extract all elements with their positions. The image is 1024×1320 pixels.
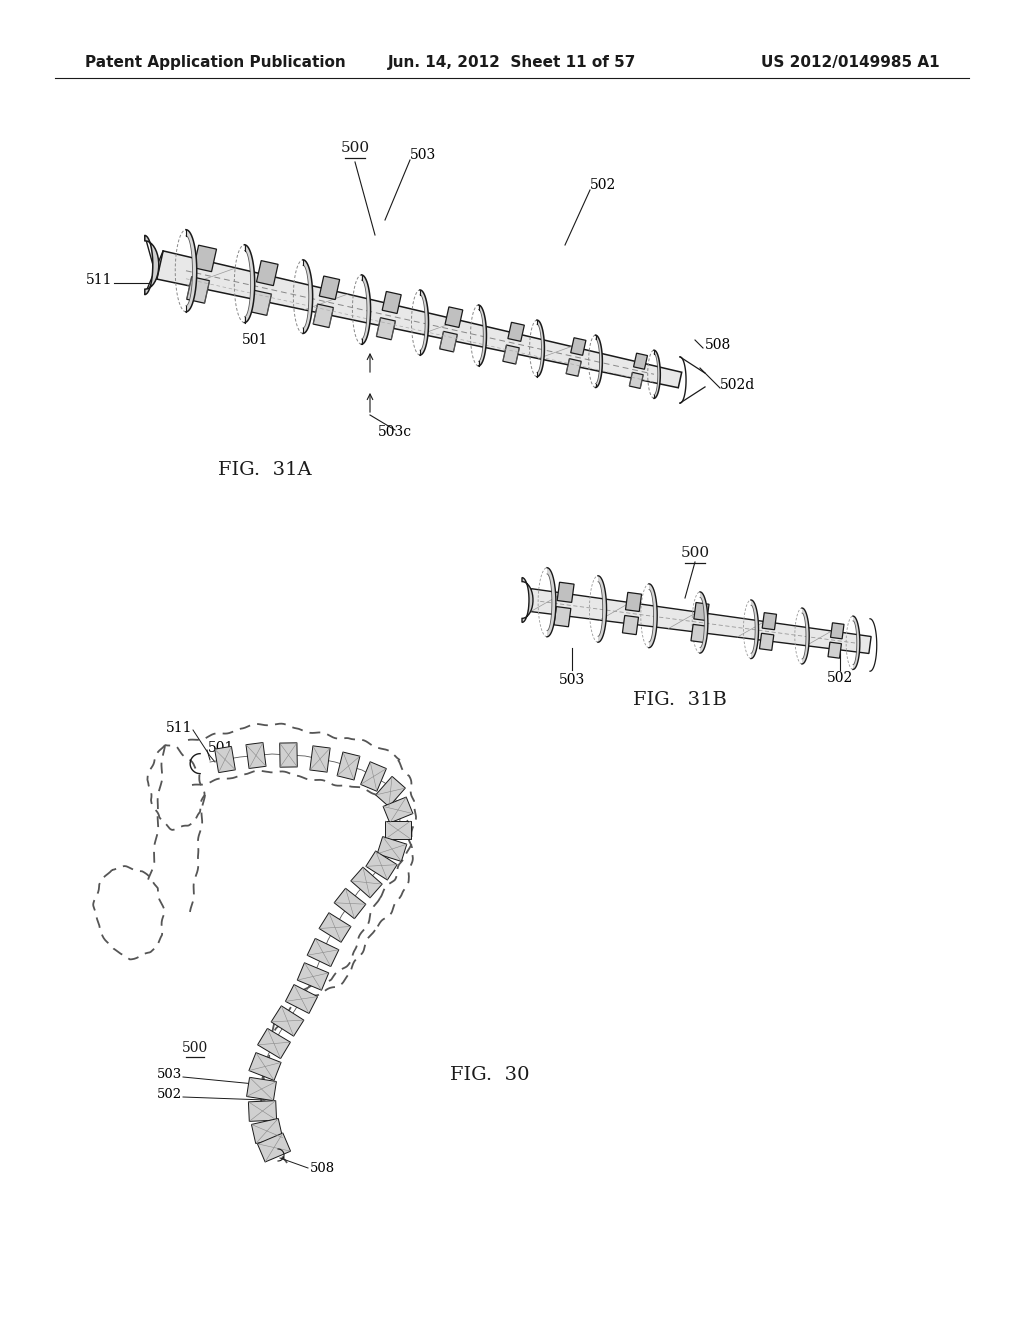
Text: 501: 501 — [208, 741, 234, 755]
Polygon shape — [377, 318, 395, 339]
Polygon shape — [598, 576, 606, 643]
Polygon shape — [626, 593, 642, 611]
Polygon shape — [376, 776, 406, 807]
Polygon shape — [252, 1118, 283, 1143]
Polygon shape — [194, 246, 216, 272]
Polygon shape — [802, 609, 809, 664]
Polygon shape — [649, 583, 657, 648]
Polygon shape — [337, 752, 359, 780]
Polygon shape — [762, 612, 776, 630]
Polygon shape — [310, 746, 330, 772]
Text: FIG.  31A: FIG. 31A — [218, 461, 312, 479]
Text: 502d: 502d — [720, 378, 756, 392]
Polygon shape — [319, 912, 351, 942]
Text: 503: 503 — [157, 1068, 182, 1081]
Polygon shape — [256, 260, 279, 285]
Text: 500: 500 — [680, 546, 710, 560]
Polygon shape — [830, 623, 844, 639]
Polygon shape — [257, 1133, 291, 1162]
Polygon shape — [522, 578, 532, 623]
Polygon shape — [361, 275, 371, 345]
Text: 503: 503 — [410, 148, 436, 162]
Polygon shape — [537, 319, 545, 376]
Polygon shape — [215, 746, 236, 772]
Text: 503: 503 — [559, 673, 585, 686]
Text: 501: 501 — [242, 333, 268, 347]
Polygon shape — [280, 743, 297, 767]
Polygon shape — [570, 338, 586, 355]
Text: 508: 508 — [705, 338, 731, 352]
Polygon shape — [351, 867, 382, 898]
Polygon shape — [439, 331, 458, 352]
Text: FIG.  31B: FIG. 31B — [633, 690, 727, 709]
Polygon shape — [557, 582, 574, 602]
Polygon shape — [247, 1077, 276, 1101]
Text: 500: 500 — [340, 141, 370, 154]
Polygon shape — [445, 306, 463, 327]
Polygon shape — [307, 939, 339, 966]
Text: 502: 502 — [590, 178, 616, 191]
Polygon shape — [694, 602, 709, 620]
Polygon shape — [566, 359, 582, 376]
Polygon shape — [249, 1101, 276, 1122]
Text: 502: 502 — [826, 671, 853, 685]
Polygon shape — [385, 821, 411, 840]
Polygon shape — [623, 615, 639, 635]
Polygon shape — [360, 762, 386, 791]
Polygon shape — [654, 350, 660, 399]
Polygon shape — [334, 888, 366, 919]
Polygon shape — [634, 354, 647, 370]
Polygon shape — [249, 1052, 281, 1080]
Polygon shape — [547, 568, 556, 636]
Text: 502: 502 — [157, 1089, 182, 1101]
Polygon shape — [528, 589, 871, 653]
Text: 511: 511 — [166, 721, 193, 735]
Polygon shape — [313, 304, 334, 327]
Polygon shape — [630, 372, 643, 388]
Polygon shape — [144, 235, 159, 294]
Polygon shape — [853, 616, 860, 669]
Polygon shape — [319, 276, 340, 300]
Polygon shape — [250, 290, 271, 315]
Polygon shape — [366, 851, 397, 880]
Polygon shape — [700, 591, 708, 653]
Polygon shape — [478, 305, 486, 366]
Polygon shape — [245, 244, 255, 322]
Text: Jun. 14, 2012  Sheet 11 of 57: Jun. 14, 2012 Sheet 11 of 57 — [388, 54, 636, 70]
Polygon shape — [246, 743, 266, 768]
Text: Patent Application Publication: Patent Application Publication — [85, 54, 346, 70]
Polygon shape — [760, 634, 774, 651]
Polygon shape — [157, 251, 682, 388]
Polygon shape — [596, 335, 602, 388]
Text: 500: 500 — [182, 1041, 208, 1055]
Polygon shape — [382, 292, 401, 313]
Polygon shape — [303, 260, 312, 334]
Polygon shape — [691, 624, 707, 643]
Polygon shape — [186, 230, 197, 312]
Polygon shape — [751, 599, 759, 659]
Text: 511: 511 — [85, 273, 112, 286]
Polygon shape — [554, 607, 570, 627]
Polygon shape — [271, 1006, 304, 1036]
Polygon shape — [186, 277, 210, 304]
Polygon shape — [383, 797, 413, 822]
Polygon shape — [297, 962, 329, 990]
Polygon shape — [258, 1028, 291, 1059]
Text: 503c: 503c — [378, 425, 412, 440]
Polygon shape — [828, 642, 842, 659]
Polygon shape — [420, 290, 428, 355]
Text: US 2012/0149985 A1: US 2012/0149985 A1 — [762, 54, 940, 70]
Text: 508: 508 — [310, 1162, 335, 1175]
Polygon shape — [286, 985, 317, 1014]
Polygon shape — [377, 837, 407, 862]
Polygon shape — [503, 345, 519, 364]
Polygon shape — [508, 322, 524, 342]
Text: FIG.  30: FIG. 30 — [451, 1067, 529, 1084]
